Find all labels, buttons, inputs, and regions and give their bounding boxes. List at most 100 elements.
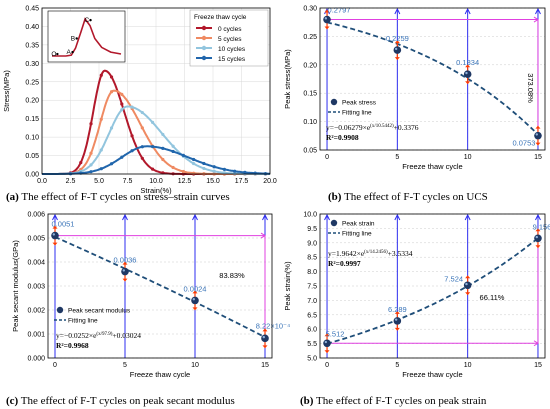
a-series-point-1	[89, 151, 93, 155]
a-series-point-0	[120, 102, 124, 106]
c-point-label: 0.0051	[52, 220, 75, 229]
c-equation: y=−0.0252×e(x/97.9)+0.03024	[56, 331, 141, 340]
d-ytick-label: 10.0	[303, 212, 317, 219]
a-ylabel: Stress(MPa)	[2, 70, 11, 112]
a-legend-marker-2	[201, 45, 207, 51]
a-series-point-0	[99, 73, 103, 77]
b-data-point-highlight	[535, 133, 538, 136]
a-series-point-2	[120, 108, 124, 112]
a-series-point-3	[161, 146, 165, 150]
d-error-cap-top	[324, 333, 330, 337]
a-legend-title: Freeze thaw cycle	[194, 14, 247, 21]
b-legend-label-points: Peak stress	[342, 100, 377, 107]
a-series-point-3	[171, 149, 175, 154]
a-series-point-2	[130, 105, 134, 109]
c-legend-marker	[56, 306, 64, 314]
d-point-label: 7.524	[444, 274, 463, 283]
b-vertical-arrowhead	[535, 7, 541, 15]
a-series-point-3	[212, 165, 216, 169]
c-error-cap-bottom	[192, 307, 198, 311]
b-ytick-label: 0.10	[303, 119, 317, 126]
a-series-point-0	[150, 167, 155, 171]
d-data-point-highlight	[324, 340, 328, 344]
d-bracket-arrow	[533, 340, 539, 347]
a-frame	[41, 7, 271, 175]
a-series-point-3	[243, 170, 247, 175]
a-series-point-2	[202, 166, 206, 171]
caption-d: (b) The effect of F-T cycles on peak str…	[300, 395, 487, 407]
d-xlabel: Freeze thaw cycle	[402, 370, 462, 379]
a-series-point-3	[99, 167, 103, 171]
a-inset-point	[71, 50, 74, 54]
b-frame	[319, 7, 546, 151]
a-series-point-2	[192, 161, 196, 166]
b-point-label: 0.0753	[512, 139, 535, 148]
d-percent-label: 66.11%	[480, 293, 505, 302]
d-ytick-label: 5.5	[307, 341, 317, 348]
b-point-label: 0.1834	[456, 58, 479, 67]
a-ytick-label: 0.35	[25, 42, 39, 49]
b-error-cap-bottom	[465, 81, 471, 85]
a-series-point-2	[171, 144, 175, 148]
c-xtick-label: 10	[191, 362, 199, 369]
d-data-point	[393, 317, 402, 325]
c-xtick-label: 0	[53, 362, 57, 369]
c-frame	[47, 213, 273, 359]
d-vertical-arrowhead	[464, 213, 471, 221]
d-legend-label-points: Peak strain	[342, 221, 375, 228]
b-xtick-label: 5	[395, 154, 399, 161]
b-bracket-arrow	[533, 16, 539, 23]
a-inset-curve	[52, 17, 122, 57]
d-frame	[319, 213, 546, 359]
c-data-point-highlight	[262, 335, 265, 339]
a-ytick-label: 0.05	[25, 153, 39, 160]
c-error-cap-top	[52, 225, 58, 229]
a-inset-frame	[47, 10, 126, 63]
d-ytick-label: 8.5	[307, 255, 317, 262]
b-data-point	[393, 46, 402, 54]
d-fit-line	[326, 237, 539, 345]
c-error-cap-top	[262, 328, 268, 332]
b-data-point	[323, 15, 331, 24]
d-xtick-label: 15	[534, 362, 542, 369]
a-legend-label-1: 5 cycles	[218, 36, 242, 43]
b-ytick-label: 0.25	[303, 34, 317, 41]
d-equation: y=1.9642×e(x/14.2456)+3.5334	[328, 249, 413, 258]
a-xtick-label: 0.0	[37, 178, 47, 185]
panel-d-peak-strain: 5.0 5.5 6.0 6.5 7.0 7.5 8.0 8.5 9.0 9.5 10.0 0 5 10 15…	[283, 212, 550, 380]
panel-c-secant-modulus: 0.000 0.001 0.002 0.003 0.004 0.005 0.006 0 5 10 1…	[11, 212, 290, 380]
a-legend-label-2: 10 cycles	[218, 46, 246, 53]
a-xlabel: Strain(%)	[140, 186, 172, 195]
a-xtick-label: 17.5	[235, 178, 249, 185]
c-vertical-arrowhead	[52, 213, 58, 221]
a-series-point-1	[171, 165, 175, 170]
c-vertical-arrowhead	[262, 213, 268, 221]
a-series-point-3	[181, 153, 185, 157]
a-ytick-label: 0.30	[25, 61, 39, 68]
d-ytick-label: 7.0	[307, 298, 317, 305]
a-series-point-3	[222, 167, 226, 171]
d-xtick-label: 5	[395, 362, 399, 369]
b-legend-label-fit: Fitting line	[342, 110, 372, 117]
c-data-point	[261, 334, 269, 343]
a-legend-marker-0	[201, 25, 207, 31]
d-point-label: 5.512	[326, 329, 345, 338]
d-vertical-arrowhead	[324, 213, 330, 221]
c-xlabel: Freeze thaw cycle	[130, 370, 190, 379]
a-series-point-1	[161, 157, 165, 162]
a-series-point-0	[109, 75, 114, 79]
b-data-point	[463, 70, 472, 79]
panel-a-stress-strain: 0.0 2.5 5.0 7.5 10.0 12.5 15.0 17.5 20.0 0.00 0.05…	[2, 6, 277, 196]
a-ytick-label: 0.00	[25, 172, 39, 179]
c-r2: R²=0.9968	[56, 341, 89, 350]
panel-b-ucs: 0.05 0.10 0.15 0.20 0.25 0.30 0 5 10 15 0.2797 0.22…	[283, 6, 546, 171]
b-xtick-label: 0	[325, 154, 329, 161]
d-error-cap-bottom	[465, 292, 471, 296]
d-error-cap-top	[394, 310, 400, 314]
d-data-point	[534, 234, 542, 243]
a-inset-point	[56, 52, 59, 56]
c-legend-label-fit: Fitting line	[68, 318, 98, 325]
c-data-point-highlight	[52, 233, 55, 236]
b-vertical-arrowhead	[394, 7, 401, 15]
